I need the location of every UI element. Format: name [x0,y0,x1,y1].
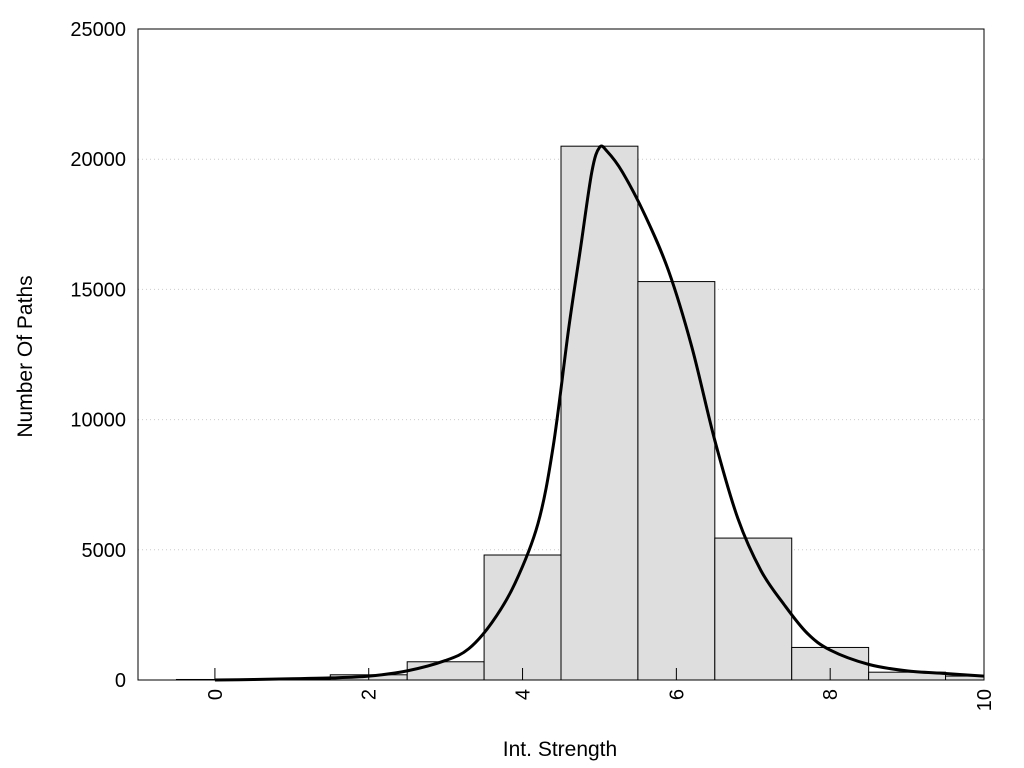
y-tick-label: 20000 [70,149,126,171]
y-tick-label: 0 [115,670,126,692]
y-tick-label: 15000 [70,279,126,301]
y-tick-label: 10000 [70,410,126,432]
x-tick-label: 4 [513,689,535,700]
x-tick-label: 8 [820,689,842,700]
y-tick-label: 5000 [82,540,127,562]
y-axis-ticks: 0 5000 10000 15000 20000 25000 [70,19,126,692]
y-axis-title: Number Of Paths [14,275,37,437]
bars [175,145,985,681]
x-tick-label: 2 [359,689,381,700]
x-tick-label: 0 [205,689,227,700]
histogram-bar [406,661,485,681]
x-tick-label: 10 [974,689,996,711]
grid-lines [138,158,984,551]
x-tick-label: 6 [666,689,688,700]
histogram-bar [714,537,793,681]
histogram-bar [637,281,716,681]
density-curve [214,144,985,682]
x-axis-title: Int. Strength [503,738,617,761]
y-tick-label: 25000 [70,19,126,41]
plot-frame [137,28,985,681]
x-axis-ticks: 0 2 4 6 8 10 [205,668,996,711]
histogram-bar [560,145,639,681]
